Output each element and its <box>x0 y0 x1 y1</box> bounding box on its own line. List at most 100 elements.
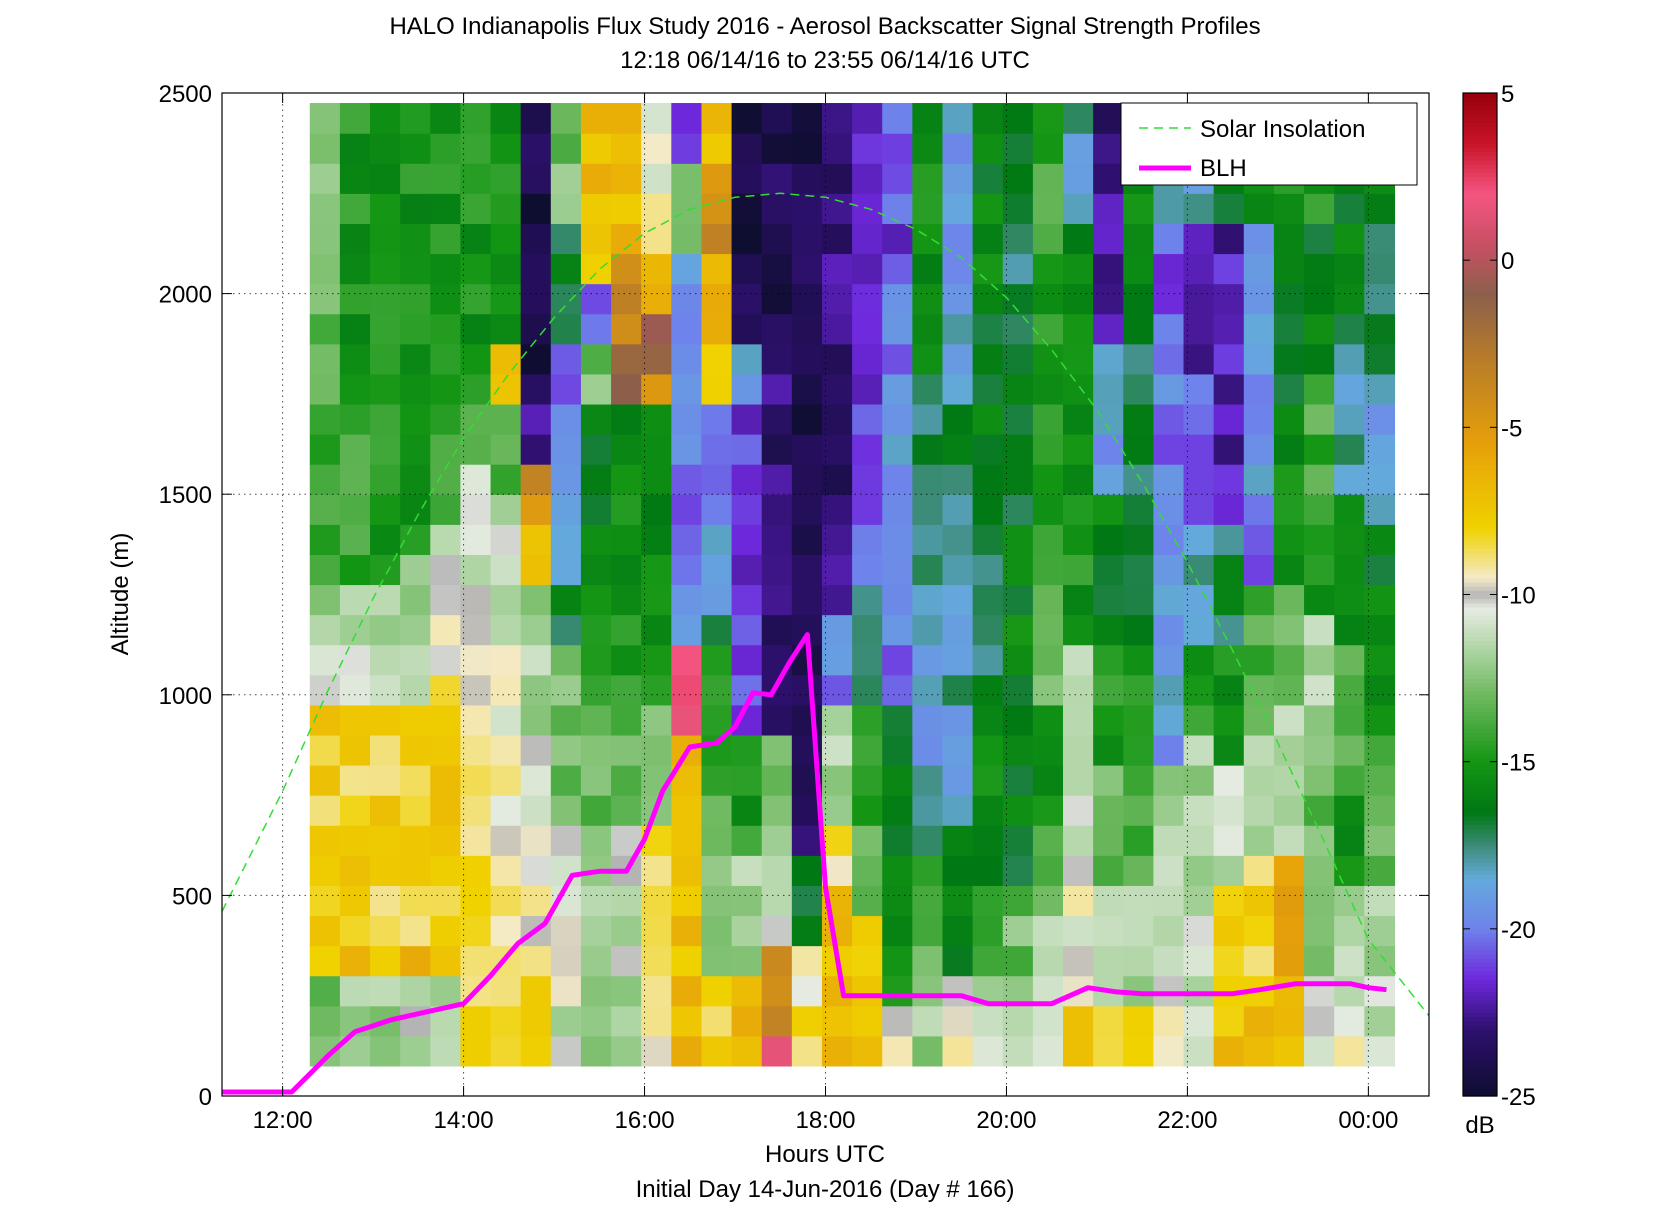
heatmap-cell <box>400 403 431 435</box>
heatmap-cell <box>882 614 913 646</box>
heatmap-cell <box>972 825 1004 856</box>
heatmap-cell <box>1002 795 1034 826</box>
colorbar-cell <box>1463 678 1497 683</box>
legend-solar-label: Solar Insolation <box>1200 116 1365 143</box>
heatmap-cell <box>641 524 672 555</box>
heatmap-cell <box>400 343 431 375</box>
heatmap-cell <box>852 373 883 405</box>
heatmap-cell <box>1243 855 1275 886</box>
heatmap-cell <box>490 704 522 736</box>
colorbar-cell <box>1463 130 1497 136</box>
heatmap-cell <box>370 253 401 285</box>
colorbar-cell <box>1463 995 1497 1001</box>
heatmap-cell <box>761 1005 793 1037</box>
colorbar-cell <box>1463 874 1497 880</box>
heatmap-cell <box>852 885 883 917</box>
heatmap-cell <box>791 434 823 465</box>
heatmap-cell <box>1304 825 1335 856</box>
heatmap-cell <box>550 704 582 736</box>
heatmap-cell <box>460 434 492 465</box>
colorbar-cell <box>1463 272 1497 278</box>
heatmap-cell <box>370 434 401 465</box>
heatmap-cell <box>339 253 371 285</box>
heatmap-cell <box>1153 734 1185 766</box>
y-tick-label: 2500 <box>159 81 212 108</box>
heatmap-cell <box>400 945 431 977</box>
heatmap-cell <box>1063 464 1094 495</box>
colorbar-cell <box>1463 807 1497 813</box>
heatmap-cell <box>671 795 703 826</box>
heatmap-cell <box>460 915 492 947</box>
colorbar-cell <box>1463 615 1497 621</box>
heatmap-cell <box>611 163 642 194</box>
heatmap-cell <box>430 434 462 465</box>
heatmap-cell <box>580 584 612 616</box>
heatmap-cell <box>882 434 913 465</box>
colorbar-cell <box>1463 452 1497 458</box>
heatmap-cell <box>1183 885 1215 917</box>
heatmap-cell <box>972 494 1004 525</box>
heatmap-cell <box>1153 885 1185 917</box>
heatmap-cell <box>1123 704 1154 736</box>
heatmap-cell <box>671 554 703 586</box>
heatmap-cell <box>1273 373 1305 405</box>
heatmap-cell <box>761 103 793 134</box>
heatmap-cell <box>490 885 522 917</box>
heatmap-cell <box>309 464 341 495</box>
heatmap-cell <box>821 584 853 616</box>
heatmap-cell <box>520 614 552 646</box>
heatmap-cell <box>550 253 582 285</box>
heatmap-cell <box>550 765 582 796</box>
heatmap-cell <box>520 1005 552 1037</box>
heatmap-cell <box>1304 584 1335 616</box>
colorbar-cell <box>1463 418 1497 424</box>
heatmap-cell <box>1183 253 1215 285</box>
heatmap-cell <box>611 945 642 977</box>
heatmap-cell <box>1273 945 1305 977</box>
heatmap-cell <box>490 163 522 194</box>
heatmap-cell <box>1093 795 1124 826</box>
heatmap-cell <box>339 945 371 977</box>
heatmap-cell <box>580 855 612 886</box>
heatmap-cell <box>550 403 582 435</box>
heatmap-cell <box>1334 253 1365 285</box>
colorbar-cell <box>1463 607 1497 612</box>
colorbar-cell <box>1463 473 1497 479</box>
heatmap-cell <box>611 1035 642 1067</box>
heatmap-cell <box>309 434 341 465</box>
heatmap-cell <box>821 283 853 315</box>
colorbar-cell <box>1463 728 1497 734</box>
heatmap-cell <box>942 644 974 676</box>
heatmap-cell <box>821 494 853 525</box>
heatmap-cell <box>1183 975 1215 1007</box>
colorbar-cell <box>1463 803 1497 809</box>
heatmap-cell <box>912 343 944 375</box>
heatmap-cell <box>1213 765 1245 796</box>
heatmap-cell <box>1183 193 1215 224</box>
heatmap-cell <box>430 494 462 525</box>
colorbar-cell <box>1463 799 1497 805</box>
heatmap-cell <box>580 915 612 947</box>
heatmap-cell <box>882 795 913 826</box>
colorbar-cell <box>1463 176 1497 182</box>
colorbar-cell <box>1463 765 1497 771</box>
colorbar-cell <box>1463 882 1497 888</box>
colorbar-cell <box>1463 857 1497 863</box>
legend: Solar Insolation BLH <box>1120 102 1418 186</box>
heatmap-cell <box>912 403 944 435</box>
heatmap-cell <box>490 1035 522 1067</box>
colorbar-cell <box>1463 281 1497 286</box>
y-tick-label: 500 <box>172 883 212 910</box>
heatmap-cell <box>550 373 582 405</box>
heatmap-cell <box>1273 343 1305 375</box>
heatmap-cell <box>852 1035 883 1067</box>
heatmap-cell <box>791 223 823 255</box>
heatmap-cell <box>460 734 492 766</box>
heatmap-cell <box>1032 855 1064 886</box>
heatmap-cell <box>701 644 733 676</box>
heatmap-cell <box>339 223 371 255</box>
heatmap-cell <box>791 163 823 194</box>
colorbar-cell <box>1463 740 1497 746</box>
colorbar-tick-label: 0 <box>1501 248 1514 275</box>
heatmap-cell <box>1093 133 1124 164</box>
